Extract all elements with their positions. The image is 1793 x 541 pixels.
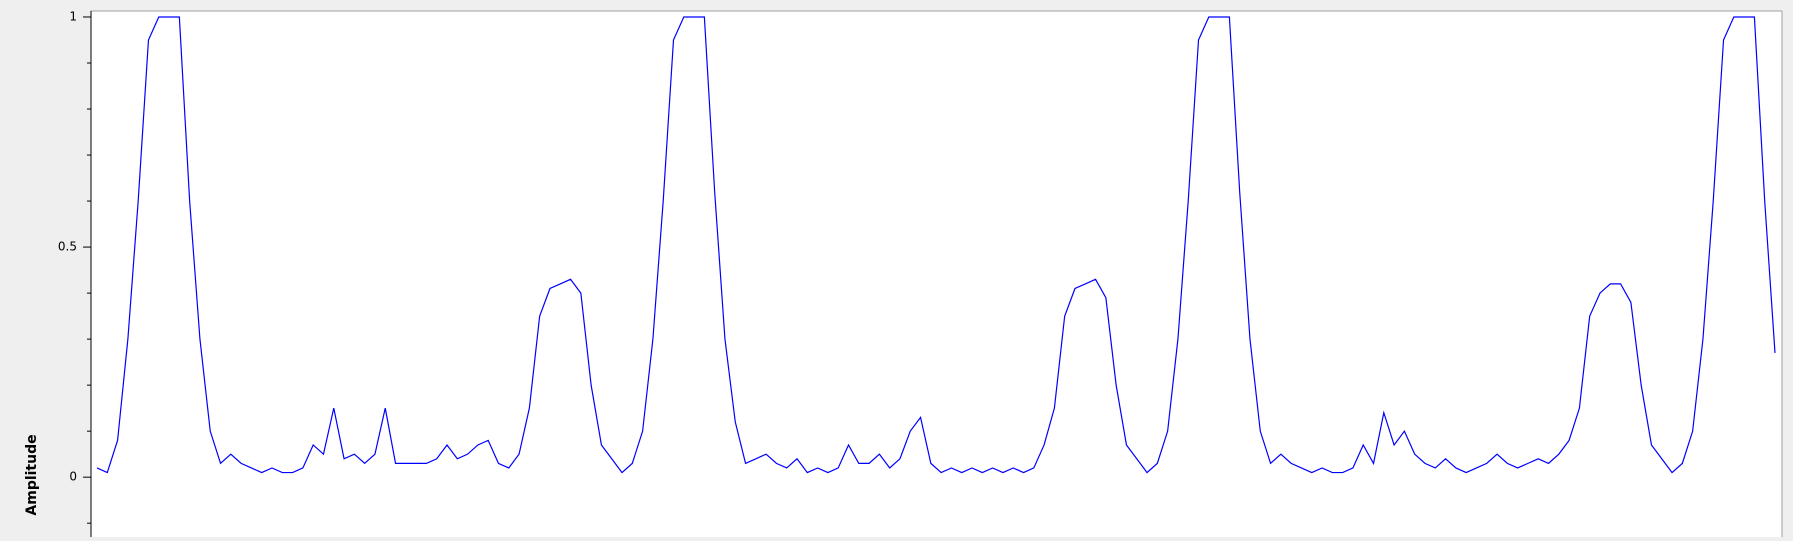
signal-line: [96, 16, 1776, 474]
y-axis-label: Amplitude: [24, 434, 40, 515]
y-tick-label: 0.5: [58, 240, 77, 254]
plot-area: [90, 10, 1783, 541]
y-tick-label: 1: [69, 9, 77, 23]
y-tick-label: 0: [69, 470, 77, 484]
